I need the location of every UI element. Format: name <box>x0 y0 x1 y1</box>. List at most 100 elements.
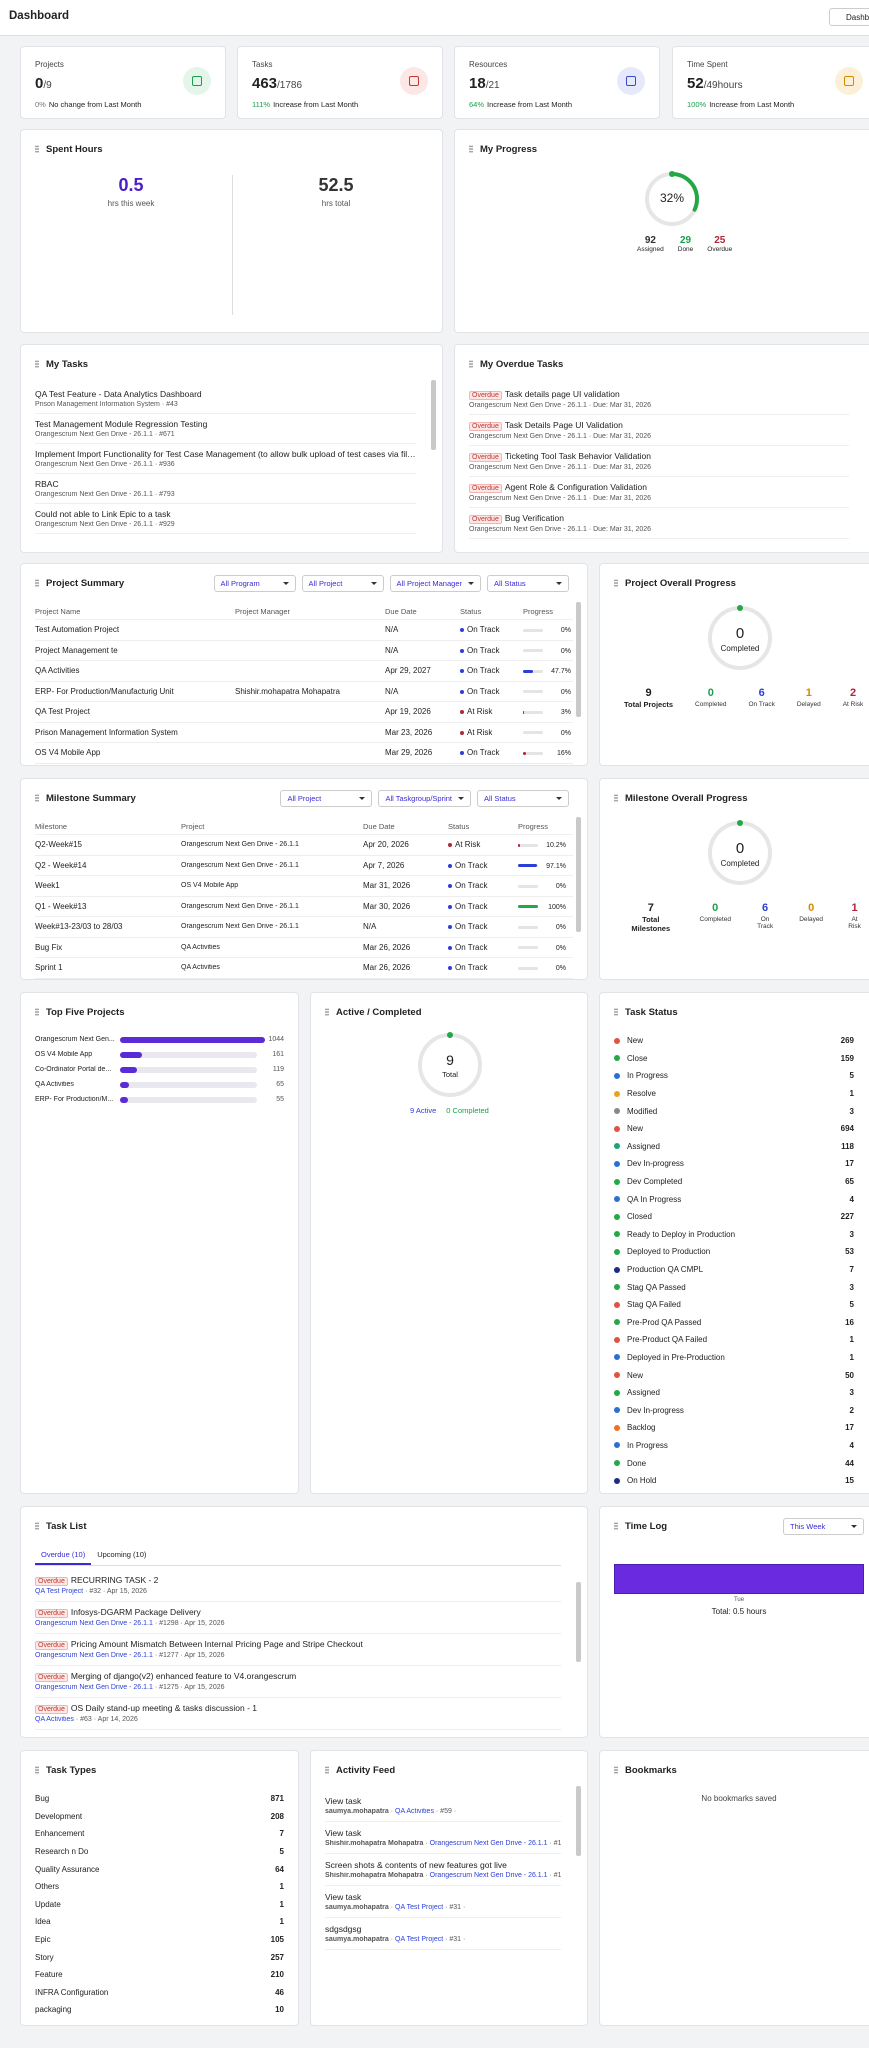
task-item[interactable]: Overdue Merging of django(v2) enhanced fe… <box>35 1666 561 1698</box>
type-count: 7 <box>279 1829 284 1839</box>
type-row[interactable]: Update 1 <box>35 1896 284 1914</box>
overdue-item[interactable]: Overdue Task details page UI validation Or… <box>469 384 849 415</box>
type-row[interactable]: Research n Do 5 <box>35 1843 284 1861</box>
status-row[interactable]: Close 159 <box>614 1050 854 1068</box>
filter-select[interactable]: All Project <box>301 574 384 592</box>
status-name: On Hold <box>627 1476 657 1486</box>
task-item[interactable]: QA Test Feature - Data Analytics Dashboa… <box>35 384 416 414</box>
completed-count: 0 <box>735 840 745 857</box>
status-row[interactable]: Backlog 17 <box>614 1419 854 1437</box>
type-row[interactable]: Epic 105 <box>35 1931 284 1949</box>
status-row[interactable]: Pre-Prod QA Passed 16 <box>614 1314 854 1332</box>
status-row[interactable]: In Progress 4 <box>614 1437 854 1455</box>
project-bar-row[interactable]: ERP- For Production/M... 55 <box>35 1092 284 1107</box>
status-row[interactable]: Stag QA Passed 3 <box>614 1278 854 1296</box>
status-row[interactable]: New 50 <box>614 1366 854 1384</box>
table-row[interactable]: Bug Fix QA Activities Mar 26, 2026 On Track… <box>35 938 573 958</box>
status-row[interactable]: Closed 227 <box>614 1208 854 1226</box>
status-row[interactable]: Dev Completed 65 <box>614 1173 854 1191</box>
project-bar-row[interactable]: Orangescrum Next Gen... 1044 <box>35 1032 284 1047</box>
name-cell: Week1 <box>35 881 60 891</box>
table-row[interactable]: Prison Management Information System Mar … <box>35 723 573 743</box>
table-row[interactable]: Q2-Week#15 Orangescrum Next Gen Drive - 2… <box>35 835 573 856</box>
type-row[interactable]: Enhancement 7 <box>35 1825 284 1843</box>
filter-select[interactable]: All Project Manager <box>389 574 481 592</box>
type-row[interactable]: Idea 1 <box>35 1913 284 1931</box>
table-row[interactable]: Q1 - Week#13 Orangescrum Next Gen Drive -… <box>35 897 573 917</box>
dashboard-button[interactable]: Dashboard <box>829 8 869 26</box>
filter-select[interactable]: All Status <box>477 789 569 807</box>
task-item[interactable]: Overdue OS Daily stand-up meeting & tasks… <box>35 1698 561 1730</box>
type-row[interactable]: Quality Assurance 64 <box>35 1860 284 1878</box>
status-row[interactable]: Modified 3 <box>614 1102 854 1120</box>
status-row[interactable]: Dev In-progress 2 <box>614 1401 854 1419</box>
project-bar-row[interactable]: QA Activities 65 <box>35 1077 284 1092</box>
type-row[interactable]: Feature 210 <box>35 1966 284 1984</box>
progress-track <box>518 905 538 909</box>
status-row[interactable]: In Progress 5 <box>614 1067 854 1085</box>
table-row[interactable]: Test Automation Project N/A On Track 0% <box>35 620 573 641</box>
filter-select[interactable]: All Project <box>280 789 373 807</box>
task-item[interactable]: Overdue Infosys-DGARM Package Delivery Ora… <box>35 1602 561 1634</box>
status-row[interactable]: New 694 <box>614 1120 854 1138</box>
task-item[interactable]: Overdue Pricing Amount Mismatch Between I… <box>35 1634 561 1666</box>
task-item[interactable]: Implement Import Functionality for Test … <box>35 444 416 474</box>
filter-select[interactable]: All Status <box>487 574 569 592</box>
status-row[interactable]: Deployed to Production 53 <box>614 1243 854 1261</box>
task-item[interactable]: RBAC Orangescrum Next Gen Drive - 26.1.1 … <box>35 474 416 504</box>
project-bar-row[interactable]: Co-Ordinator Portal de... 119 <box>35 1062 284 1077</box>
type-row[interactable]: Others 1 <box>35 1878 284 1896</box>
type-row[interactable]: Bug 871 <box>35 1790 284 1808</box>
table-row[interactable]: Q2 - Week#14 Orangescrum Next Gen Drive -… <box>35 856 573 876</box>
status-row[interactable]: New 269 <box>614 1032 854 1050</box>
project-bar-row[interactable]: OS V4 Mobile App 161 <box>35 1047 284 1062</box>
week-select[interactable]: This Week <box>783 1517 864 1535</box>
table-row[interactable]: ERP- For Production/Manufacturig Unit Shi… <box>35 682 573 702</box>
status-row[interactable]: On Hold 15 <box>614 1472 854 1490</box>
status-row[interactable]: Pre-Product QA Failed 1 <box>614 1331 854 1349</box>
table-row[interactable]: Project Management te N/A On Track 0% <box>35 641 573 661</box>
task-item[interactable]: Overdue RECURRING TASK - 2 QA Test Project… <box>35 1570 561 1602</box>
table-row[interactable]: Sprint 1 QA Activities Mar 26, 2026 On Trac… <box>35 958 573 979</box>
overdue-item[interactable]: Overdue Ticketing Tool Task Behavior Vali… <box>469 446 849 477</box>
status-row[interactable]: Assigned 3 <box>614 1384 854 1402</box>
status-row[interactable]: Production QA CMPL 7 <box>614 1261 854 1279</box>
table-row[interactable]: Week#13-23/03 to 28/03 Orangescrum Next G… <box>35 917 573 938</box>
stat-icon <box>617 67 645 95</box>
progress-cell: 10.2% <box>518 840 575 849</box>
type-row[interactable]: Story 257 <box>35 1948 284 1966</box>
overdue-item[interactable]: Overdue Agent Role & Configuration Valida… <box>469 477 849 508</box>
overdue-item[interactable]: Overdue Task Details Page UI Validation Or… <box>469 415 849 446</box>
activity-item[interactable]: sdgsdgsg saumya.mohapatra · QA Test Proje… <box>325 1918 561 1950</box>
status-row[interactable]: Resolve 1 <box>614 1085 854 1103</box>
type-row[interactable]: packaging 10 <box>35 2001 284 2019</box>
table-row[interactable]: OS V4 Mobile App Mar 29, 2026 On Track 16% <box>35 743 573 764</box>
overdue-item[interactable]: Overdue Bug Verification Orangescrum Next … <box>469 508 849 539</box>
task-item[interactable]: Could not able to Link Epic to a task Ora… <box>35 504 416 534</box>
activity-item[interactable]: View task Shishir.mohapatra Mohapatra · O… <box>325 1822 561 1854</box>
table-header: Milestone Project Due Date Status Progress <box>35 818 573 835</box>
filter-select[interactable]: All Program <box>213 574 296 592</box>
status-row[interactable]: QA In Progress 4 <box>614 1190 854 1208</box>
tab[interactable]: Overdue (10) <box>35 1546 92 1565</box>
status-text: On Track <box>455 963 488 973</box>
activity-item[interactable]: View task saumya.mohapatra · QA Activitie… <box>325 1790 561 1822</box>
status-cell: On Track <box>460 646 523 655</box>
activity-item[interactable]: Screen shots & contents of new features … <box>325 1854 561 1886</box>
task-item[interactable]: Test Management Module Regression Testin… <box>35 414 416 444</box>
activity-item[interactable]: View task saumya.mohapatra · QA Test Proj… <box>325 1886 561 1918</box>
completed-count: 0 <box>735 625 745 642</box>
type-row[interactable]: Development 208 <box>35 1808 284 1826</box>
status-row[interactable]: Ready to Deploy in Production 3 <box>614 1226 854 1244</box>
table-row[interactable]: QA Activities Apr 29, 2027 On Track 47.7% <box>35 661 573 682</box>
table-row[interactable]: QA Test Project Apr 19, 2026 At Risk 3% <box>35 702 573 723</box>
status-row[interactable]: Done 44 <box>614 1454 854 1472</box>
filter-select[interactable]: All Taskgroup/Sprint <box>378 789 471 807</box>
status-row[interactable]: Dev In-progress 17 <box>614 1155 854 1173</box>
type-row[interactable]: INFRA Configuration 46 <box>35 1984 284 2002</box>
status-row[interactable]: Stag QA Failed 5 <box>614 1296 854 1314</box>
status-row[interactable]: Deployed in Pre-Production 1 <box>614 1349 854 1367</box>
status-row[interactable]: Assigned 118 <box>614 1138 854 1156</box>
table-row[interactable]: Week1 OS V4 Mobile App Mar 31, 2026 On Trac… <box>35 876 573 897</box>
tab[interactable]: Upcoming (10) <box>97 1550 147 1559</box>
